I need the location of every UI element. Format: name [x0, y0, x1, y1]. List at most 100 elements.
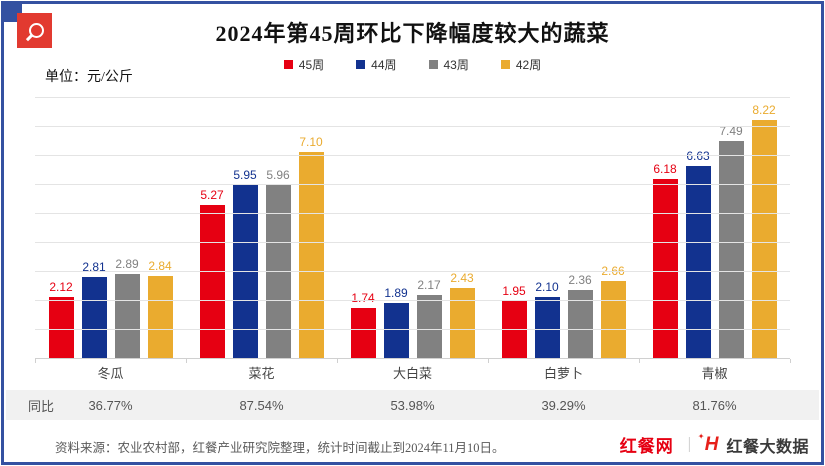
bar-group: 1.95 2.10 2.36 2.66	[488, 97, 639, 358]
yoy-value: 81.76%	[692, 397, 737, 413]
gridline	[35, 155, 790, 156]
gridline	[35, 97, 790, 98]
bar-value-label: 2.66	[601, 263, 625, 278]
bar-value-label: 2.12	[49, 279, 73, 294]
bar-value-label: 2.36	[568, 272, 592, 287]
corner-decoration	[1, 1, 22, 22]
legend-item: 44周	[356, 56, 397, 73]
bar-wrap: 2.84	[147, 259, 173, 358]
bar-groups: 2.12 2.81 2.89 2.84 5.27 5.95 5.96 7.10 1.74 1.89…	[35, 97, 790, 358]
bar-value-label: 2.81	[82, 259, 106, 274]
chart-legend: 45周 44周 43周 42周	[0, 56, 825, 73]
bar-value-label: 2.89	[115, 257, 139, 272]
bar-group: 1.74 1.89 2.17 2.43	[337, 97, 488, 358]
bar-44周-白萝卜	[534, 297, 560, 358]
bar-42周-菜花	[298, 152, 324, 358]
bar-wrap: 5.27	[199, 188, 225, 358]
bar-wrap: 2.12	[48, 280, 74, 358]
legend-item: 45周	[283, 56, 325, 73]
legend-swatch-icon	[283, 60, 293, 69]
legend-item: 43周	[428, 56, 469, 73]
bar-43周-青椒	[718, 140, 744, 358]
legend-label: 44周	[371, 58, 397, 72]
gridline	[35, 271, 790, 272]
bar-43周-大白菜	[416, 295, 442, 358]
axis-tick	[337, 359, 338, 363]
legend-label: 45周	[298, 58, 325, 72]
category-label: 白萝卜	[543, 366, 583, 381]
unit-label: 单位：元/公斤	[45, 70, 133, 85]
bar-wrap: 1.74	[350, 291, 376, 358]
bar-value-label: 5.96	[266, 168, 290, 183]
category-label: 冬瓜	[97, 366, 124, 381]
bar-wrap: 2.17	[416, 278, 442, 358]
bar-value-label: 2.17	[417, 278, 441, 293]
legend-label: 42周	[515, 58, 542, 72]
bar-value-label: 8.22	[752, 102, 776, 117]
category-label: 菜花	[248, 366, 275, 381]
bar-wrap: 7.49	[718, 124, 744, 358]
axis-tick	[790, 359, 791, 363]
x-axis-line	[35, 358, 790, 359]
yoy-values: 36.77% 87.54% 53.98% 39.29% 81.76%	[35, 390, 790, 420]
yoy-value: 39.29%	[541, 397, 586, 413]
category-label: 大白菜	[392, 366, 432, 381]
axis-tick	[639, 359, 640, 363]
yoy-value: 87.54%	[239, 397, 284, 413]
hongcan-bigdata-logo: 红餐大数据	[726, 438, 809, 456]
legend-swatch-icon	[356, 60, 366, 69]
bar-wrap: 2.66	[600, 264, 626, 358]
bar-wrap: 2.43	[449, 271, 475, 358]
source-note: 资料来源：农业农村部，红餐产业研究院整理，统计时间截止到2024年11月10日。	[55, 441, 505, 455]
bar-value-label: 2.43	[450, 270, 474, 285]
yoy-value: 36.77%	[88, 397, 133, 413]
magnifier-icon	[25, 21, 45, 41]
page-title: 2024年第45周环比下降幅度较大的蔬菜	[215, 21, 610, 46]
legend-swatch-icon	[500, 60, 510, 69]
bar-42周-大白菜	[449, 287, 475, 358]
bar-45周-大白菜	[350, 307, 376, 358]
bar-wrap: 2.81	[81, 260, 107, 358]
bar-44周-大白菜	[383, 303, 409, 358]
bar-44周-冬瓜	[81, 276, 107, 358]
brand-footer: 红餐网 ｜ ✦ H 红餐大数据	[620, 432, 809, 457]
bar-value-label: 7.10	[299, 135, 323, 150]
hongcan-net-logo: 红餐网	[619, 437, 674, 456]
axis-tick	[488, 359, 489, 363]
bar-wrap: 2.89	[114, 257, 140, 358]
search-badge	[17, 13, 52, 48]
category-label: 青椒	[701, 366, 728, 381]
gridline	[35, 242, 790, 243]
bar-value-label: 1.95	[502, 284, 526, 299]
logo-divider: ｜	[681, 437, 697, 454]
bar-45周-冬瓜	[48, 296, 74, 358]
yoy-band: 同比 36.77% 87.54% 53.98% 39.29% 81.76%	[6, 390, 819, 420]
gridline	[35, 184, 790, 185]
bar-wrap: 7.10	[298, 135, 324, 358]
bar-group: 2.12 2.81 2.89 2.84	[35, 97, 186, 358]
bar-43周-冬瓜	[114, 274, 140, 358]
legend-swatch-icon	[428, 60, 438, 69]
bar-value-label: 7.49	[719, 123, 743, 138]
bar-value-label: 1.89	[384, 286, 408, 301]
bar-value-label: 2.84	[148, 258, 172, 273]
bar-42周-冬瓜	[147, 275, 173, 358]
gridline	[35, 300, 790, 301]
gridline	[35, 329, 790, 330]
legend-item: 42周	[500, 56, 542, 73]
bar-value-label: 5.27	[200, 188, 224, 203]
bar-value-label: 1.74	[351, 290, 375, 305]
bar-value-label: 5.95	[233, 168, 257, 183]
hongcan-bigdata-icon: ✦ H	[697, 432, 719, 455]
yoy-label: 同比	[28, 398, 55, 414]
axis-tick	[186, 359, 187, 363]
bar-wrap: 1.89	[383, 286, 409, 358]
bar-42周-白萝卜	[600, 280, 626, 358]
category-labels: 冬瓜 菜花 大白菜 白萝卜 青椒	[35, 363, 790, 382]
gridline	[35, 213, 790, 214]
bar-value-label: 2.10	[535, 280, 559, 295]
bar-wrap: 2.10	[534, 280, 560, 358]
bar-44周-青椒	[685, 165, 711, 358]
plot-area: 2.12 2.81 2.89 2.84 5.27 5.95 5.96 7.10 1.74 1.89…	[35, 97, 791, 363]
bar-42周-青椒	[751, 119, 777, 358]
